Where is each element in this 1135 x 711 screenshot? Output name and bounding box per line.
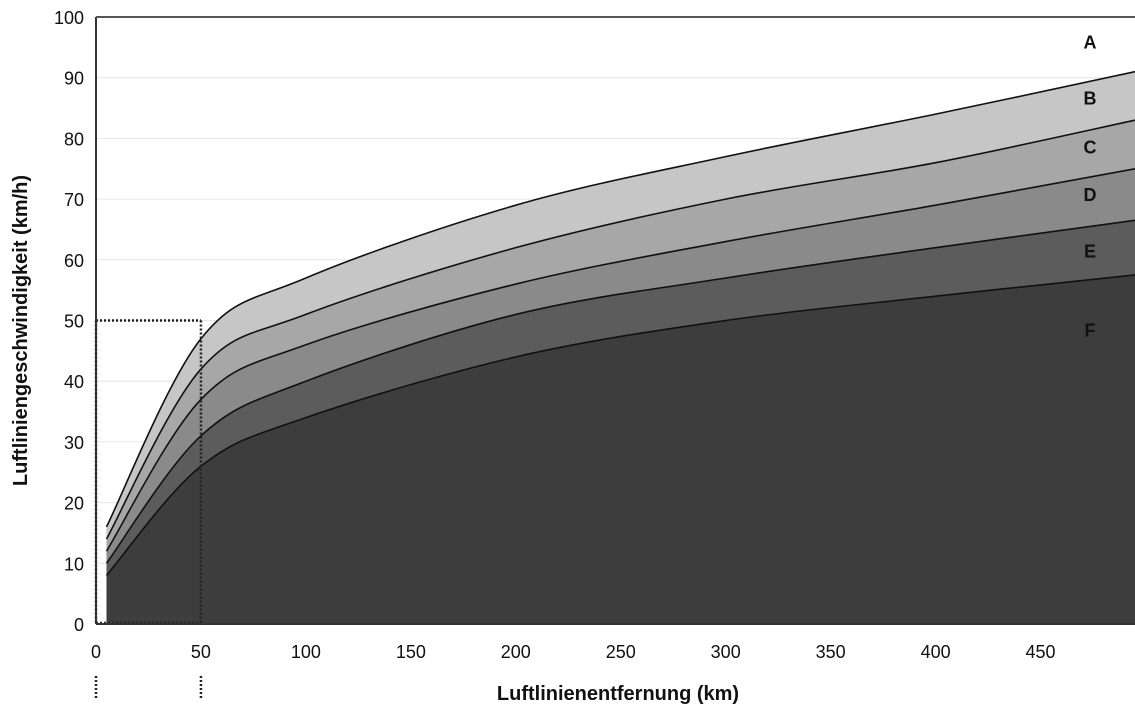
area-bands [106, 71, 1135, 624]
x-axis-label: Luftlinienentfernung (km) [497, 683, 739, 705]
y-tick-label: 60 [64, 251, 84, 271]
band-label-b: B [1084, 89, 1097, 109]
x-tick-label: 100 [291, 642, 321, 662]
boundary-c [105, 167, 1135, 552]
axes [95, 16, 1135, 625]
y-tick-label: 30 [64, 433, 84, 453]
boundary-a [105, 70, 1135, 528]
y-tick-label: 70 [64, 190, 84, 210]
x-tick-label: 0 [91, 642, 101, 662]
y-tick-label: 10 [64, 554, 84, 574]
x-tick-label: 300 [711, 642, 741, 662]
y-tick-labels: 0 10 20 30 40 50 60 70 80 90 100 [54, 8, 84, 635]
band-e [106, 274, 1135, 624]
x-tick-label: 250 [606, 642, 636, 662]
band-label-d: D [1084, 185, 1097, 205]
x-tick-label: 400 [921, 642, 951, 662]
y-tick-label: 50 [64, 312, 84, 332]
y-tick-label: 100 [54, 8, 84, 28]
x-tick-label: 350 [816, 642, 846, 662]
x-tick-label: 200 [501, 642, 531, 662]
band-labels: A B C D E F [1084, 32, 1097, 340]
x-tick-label: 150 [396, 642, 426, 662]
x-tick-label: 450 [1026, 642, 1056, 662]
y-axis-label: Luftliniengeschwindigkeit (km/h) [10, 175, 32, 486]
band-label-f: F [1085, 321, 1096, 341]
y-tick-label: 90 [64, 69, 84, 89]
y-tick-label: 40 [64, 372, 84, 392]
x-tick-labels: 0 50 100 150 200 250 300 350 400 450 [91, 642, 1056, 662]
boundary-d [105, 219, 1135, 564]
band-label-a: A [1084, 32, 1097, 52]
y-tick-label: 0 [74, 615, 84, 635]
y-tick-label: 20 [64, 494, 84, 514]
band-label-c: C [1084, 137, 1097, 157]
band-label-e: E [1084, 242, 1096, 262]
y-tick-label: 80 [64, 129, 84, 149]
x-tick-label: 50 [191, 642, 211, 662]
